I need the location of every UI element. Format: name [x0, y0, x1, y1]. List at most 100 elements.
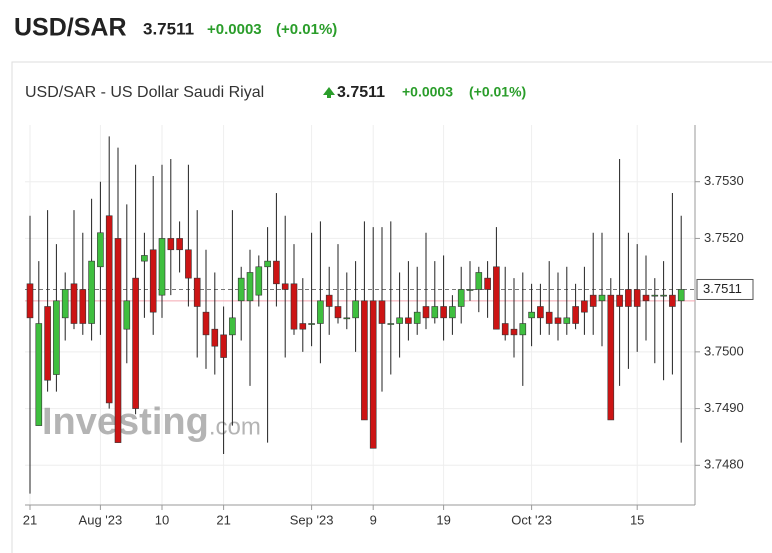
candle-body — [211, 328, 219, 347]
candle-body — [114, 238, 122, 443]
chart-change-pct: (+0.01%) — [469, 84, 526, 100]
candle-body — [290, 283, 298, 330]
candle-body — [510, 328, 518, 336]
change-pct: (+0.01%) — [276, 21, 337, 38]
candle-body — [413, 311, 421, 324]
candle-body — [440, 306, 447, 319]
candle-body — [317, 300, 324, 324]
candle-body — [563, 317, 571, 324]
candle-body — [378, 300, 386, 324]
candle-body — [97, 232, 104, 268]
candle-body — [545, 311, 553, 324]
candle-body — [334, 306, 342, 319]
candle-body — [255, 266, 263, 296]
last-price-label: 3.7511 — [703, 281, 742, 296]
y-tick-label: 3.7530 — [704, 173, 744, 188]
candle-body — [387, 323, 395, 325]
candle-body — [633, 289, 641, 307]
candle-body — [61, 289, 69, 319]
x-tick-label: Sep '23 — [290, 512, 334, 527]
watermark-suffix: .com — [209, 413, 261, 440]
candle-body — [237, 277, 245, 302]
x-tick-label: Oct '23 — [511, 512, 552, 527]
candle-body — [193, 277, 201, 307]
candle-body — [220, 334, 227, 358]
candle-body — [501, 323, 509, 336]
candle-body — [431, 306, 439, 319]
y-tick-label: 3.7480 — [704, 457, 744, 472]
candle-body — [484, 277, 491, 290]
candle-body — [422, 306, 430, 319]
candle-body — [308, 323, 315, 325]
candle-body — [677, 289, 685, 302]
candle-body — [202, 311, 210, 336]
candle-body — [281, 283, 289, 290]
change: +0.0003 — [207, 21, 262, 38]
candle-body — [607, 294, 615, 421]
candle-body — [660, 294, 667, 297]
y-tick-label: 3.7490 — [704, 400, 744, 415]
candle-body — [26, 283, 34, 319]
candle-body — [369, 300, 377, 449]
chart-title: USD/SAR - US Dollar Saudi Riyal — [25, 84, 264, 101]
candle-body — [493, 266, 500, 330]
candle-body — [616, 294, 623, 307]
candle-body — [581, 300, 588, 313]
candle-body — [396, 317, 403, 324]
candle-body — [264, 260, 271, 268]
candle-body — [273, 260, 280, 285]
candle-body — [449, 306, 456, 319]
chart-change: +0.0003 — [402, 84, 453, 100]
candle-body — [325, 294, 333, 307]
candle-body — [554, 317, 562, 324]
candle-body — [176, 238, 183, 251]
candle-body — [405, 317, 412, 324]
candle-body — [88, 260, 95, 324]
candle-body — [598, 294, 606, 302]
candle-body — [475, 272, 483, 290]
x-tick-label: 10 — [155, 512, 169, 527]
x-tick-label: 21 — [216, 512, 230, 527]
candle-body — [53, 300, 60, 375]
price: 3.7511 — [143, 19, 194, 38]
candle-body — [123, 300, 131, 330]
candle-body — [466, 289, 474, 291]
x-tick-label: 21 — [23, 512, 37, 527]
x-tick-label: Aug '23 — [79, 512, 123, 527]
candle-body — [149, 249, 157, 313]
candle-body — [132, 277, 139, 409]
candle-body — [361, 300, 368, 421]
candle-body — [537, 306, 544, 319]
candle-body — [167, 238, 175, 251]
chart-price: 3.7511 — [337, 84, 385, 101]
candle-body — [185, 249, 192, 279]
candle-body — [79, 289, 87, 324]
candle-body — [528, 311, 535, 319]
candle-body — [572, 306, 579, 324]
candle-body — [105, 215, 113, 404]
candle-body — [343, 317, 351, 320]
candle-body — [625, 289, 632, 307]
candle-body — [352, 300, 359, 319]
x-tick-label: 15 — [630, 512, 644, 527]
candle-body — [229, 317, 236, 336]
candle-body — [519, 323, 527, 336]
last-price-box — [696, 278, 754, 300]
watermark: Investing — [42, 401, 209, 443]
x-tick-label: 9 — [370, 512, 377, 527]
symbol: USD/SAR — [14, 14, 127, 42]
candle-body — [44, 306, 51, 381]
candle-body — [141, 255, 148, 262]
candle-body — [70, 283, 78, 324]
candle-body — [669, 294, 676, 307]
candle-body — [35, 323, 43, 426]
x-tick-label: 19 — [436, 512, 450, 527]
candle-body — [246, 272, 254, 302]
candle-body — [642, 294, 650, 302]
candle-body — [589, 294, 597, 307]
candle-body — [299, 323, 307, 330]
y-tick-label: 3.7500 — [704, 343, 744, 358]
up-arrow — [323, 87, 335, 98]
candle-body — [457, 289, 465, 307]
